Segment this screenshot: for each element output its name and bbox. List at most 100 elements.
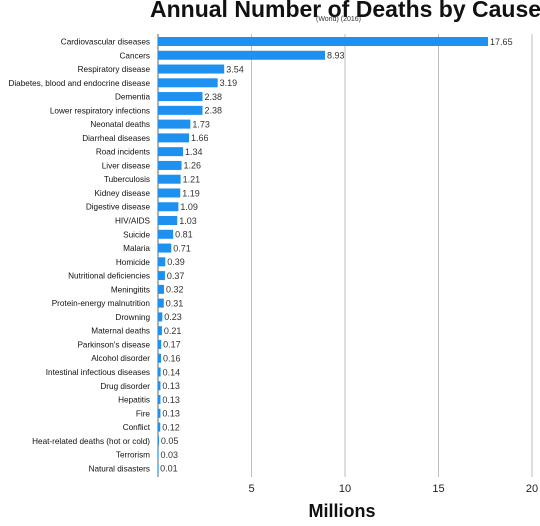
value-label: 0.21 [164, 326, 182, 336]
value-label: 1.21 [183, 175, 201, 185]
bar [158, 37, 489, 46]
category-label: Respiratory disease [78, 65, 151, 74]
category-label: Fire [136, 409, 151, 418]
chart-title: Annual Number of Deaths by Cause [150, 0, 540, 22]
category-label: Meningitits [111, 285, 150, 294]
bar [158, 147, 184, 157]
bar [158, 78, 218, 88]
value-label: 1.73 [192, 119, 210, 129]
x-tick-label: 5 [248, 483, 254, 495]
category-label: Kidney disease [94, 189, 150, 198]
value-label: 1.26 [184, 161, 202, 171]
value-label: 1.03 [179, 216, 197, 226]
bar [158, 133, 190, 143]
category-label: Drowning [115, 313, 150, 322]
value-label: 0.13 [162, 381, 180, 391]
value-label: 0.05 [161, 436, 179, 446]
category-label: Nutritional deficiencies [68, 272, 150, 281]
x-tick-label: 15 [432, 483, 444, 495]
category-label: Protein-energy malnutrition [52, 299, 151, 308]
bar [158, 257, 166, 267]
value-label: 2.38 [205, 92, 223, 102]
chart-subtitle: (World) (2016) [316, 16, 361, 23]
category-label: Parkinson's disease [77, 340, 150, 349]
bar [158, 312, 163, 322]
bar [158, 326, 162, 336]
category-label: Lower respiratory infections [50, 106, 150, 115]
bar [158, 271, 165, 281]
category-label: Intestinal infectious diseases [46, 368, 150, 377]
bar [158, 243, 172, 253]
bar [158, 216, 178, 226]
bar [158, 50, 325, 60]
value-label: 0.12 [162, 422, 180, 432]
value-label: 0.03 [161, 450, 179, 460]
bar [158, 422, 161, 432]
value-label: 0.01 [160, 464, 178, 474]
bar [158, 381, 161, 391]
bar [158, 188, 181, 198]
bar [158, 119, 191, 129]
category-label: Cancers [120, 51, 151, 60]
x-axis-label: Millions [308, 501, 376, 521]
bar [158, 174, 181, 184]
value-label: 1.34 [185, 147, 203, 157]
category-label: HIV/AIDS [115, 217, 151, 226]
value-label: 0.17 [163, 340, 181, 350]
category-label: Natural disasters [89, 464, 150, 473]
category-label: Hepatitis [118, 396, 150, 405]
value-label: 0.14 [163, 367, 181, 377]
category-label: Cardiovascular diseases [61, 38, 150, 47]
bar [158, 450, 159, 460]
category-label: Alcohol disorder [91, 354, 150, 363]
category-label: Drug disorder [100, 382, 150, 391]
category-label: Malaria [123, 244, 150, 253]
value-label: 0.23 [164, 312, 182, 322]
value-label: 8.93 [327, 51, 345, 61]
category-label: Tuberculosis [104, 175, 150, 184]
category-label: Road incidents [96, 148, 150, 157]
value-label: 0.37 [167, 271, 185, 281]
bar [158, 284, 164, 294]
bar [158, 367, 161, 377]
bar [158, 202, 179, 212]
value-label: 0.13 [162, 395, 180, 405]
bar [158, 105, 203, 115]
bar [158, 160, 182, 170]
category-label: Heat-related deaths (hot or cold) [32, 437, 150, 446]
value-label: 2.38 [205, 106, 223, 116]
category-label: Dementia [115, 93, 150, 102]
value-label: 1.66 [191, 133, 209, 143]
bar [158, 339, 162, 349]
bar [158, 408, 161, 418]
category-label: Diabetes, blood and endocrine disease [8, 79, 150, 88]
category-label: Homicide [116, 258, 151, 267]
bar [158, 395, 161, 405]
value-label: 0.39 [167, 257, 185, 267]
bar [158, 92, 203, 102]
value-label: 3.19 [220, 78, 238, 88]
category-label: Neonatal deaths [90, 120, 150, 129]
bar [158, 436, 159, 446]
value-label: 0.81 [175, 230, 193, 240]
bar [158, 353, 161, 363]
category-label: Suicide [123, 230, 150, 239]
x-tick-label: 20 [526, 483, 538, 495]
bar [158, 298, 164, 308]
value-label: 0.13 [162, 409, 180, 419]
x-tick-label: 10 [339, 483, 351, 495]
category-label: Liver disease [102, 161, 151, 170]
value-label: 0.31 [166, 298, 184, 308]
value-label: 0.71 [173, 243, 191, 253]
bar [158, 463, 159, 473]
category-label: Terrorism [116, 451, 150, 460]
value-label: 0.32 [166, 285, 184, 295]
value-label: 1.19 [182, 188, 200, 198]
value-label: 3.54 [226, 64, 244, 74]
bar [158, 64, 225, 74]
category-label: Digestive disease [86, 203, 151, 212]
category-label: Diarrheal diseases [82, 134, 150, 143]
value-label: 1.09 [180, 202, 198, 212]
